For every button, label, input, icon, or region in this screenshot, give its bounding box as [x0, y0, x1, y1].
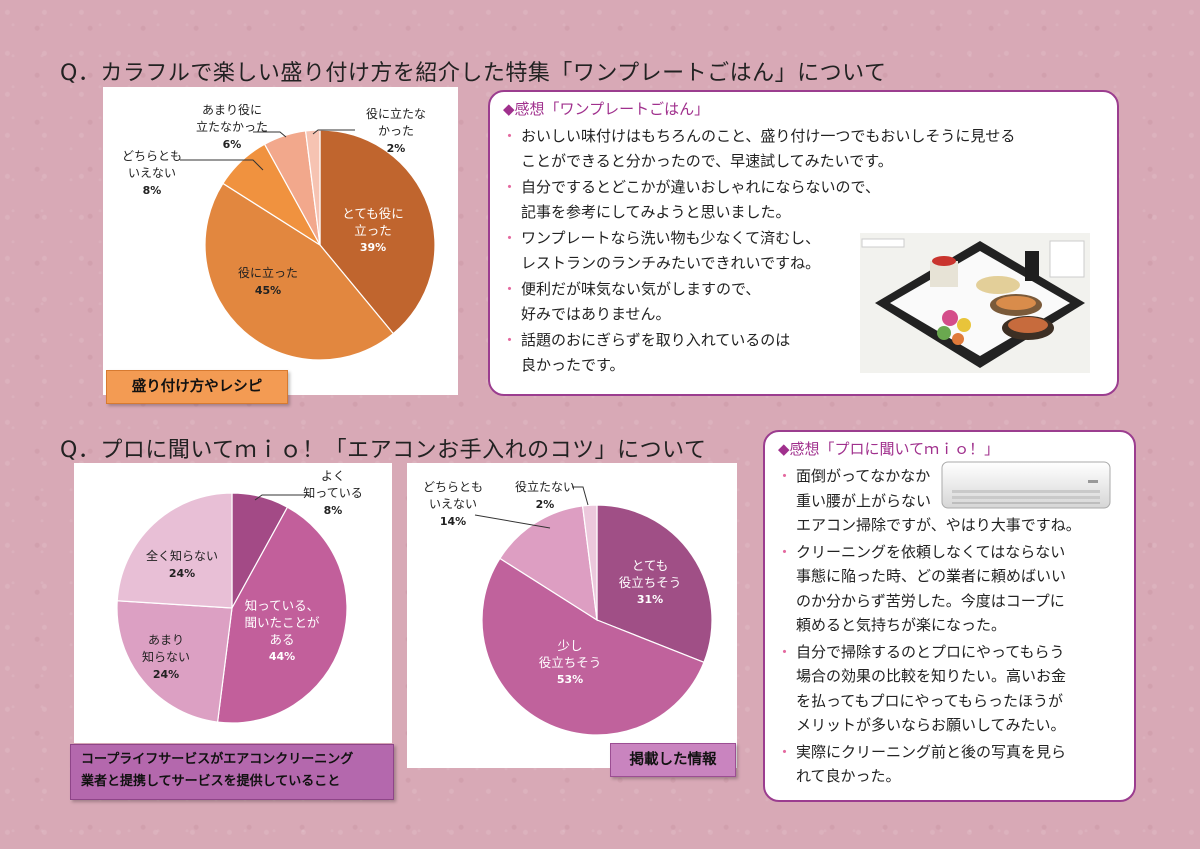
q3-pie-slice-3 [581, 504, 598, 621]
q1-comment-list: おいしい味付けはもちろんのこと、盛り付け一つでもおいしそうに見せることができると… [502, 124, 1105, 379]
q1-comment-1: 自分でするとどこかが違いおしゃれにならないので、記事を参考にしてみようと思いまし… [502, 175, 1105, 224]
q1-comment-2: ワンプレートなら洗い物も少なくて済むし、レストランのランチみたいできれいですね。 [502, 226, 1105, 275]
q2-comments-head: ◆感想「プロに聞いてｍｉｏ！」 [778, 440, 1000, 458]
q3-label-0: とても 役立ちそう 31% [618, 558, 682, 606]
leader-line-14pct [474, 514, 551, 529]
q2-pie-slice-2 [116, 600, 233, 723]
q1-label-2: どちらとも いえない 8% [121, 149, 182, 197]
q1-label-3: あまり役に 立たなかった 6% [195, 103, 268, 151]
q1-title: Q．カラフルで楽しい盛り付け方を紹介した特集「ワンプレートごはん」について [60, 61, 887, 86]
q2-comment-1: クリーニングを依頼しなくてはならない事態に陥った時、どの業者に頼めばいいのか分か… [777, 540, 1125, 638]
leader-line-2pct [312, 129, 355, 135]
q2-label-0: よく 知っている 8% [303, 469, 363, 517]
q1-label-0: とても役に 立った 39% [342, 206, 404, 254]
leader-line-6pct [253, 131, 287, 138]
q1-comment-3: 便利だが味気ない気がしますので、好みではありません。 [502, 277, 1105, 326]
q1-comment-0: おいしい味付けはもちろんのこと、盛り付け一つでもおいしそうに見せることができると… [502, 124, 1105, 173]
q3-pie-slice-0 [596, 504, 713, 664]
leader-line-8pct [180, 159, 264, 171]
q3-pie-slice-2 [499, 505, 598, 622]
q2-pie-slice-1 [216, 506, 348, 724]
q2-pie-slice-3 [116, 492, 233, 609]
q1-pie-slice-1 [204, 182, 395, 361]
q3-label-3: 役立たない 2% [514, 480, 575, 511]
q3-label-1: 少し 役立ちそう 53% [538, 638, 602, 686]
q1-pie-slice-0 [319, 129, 436, 335]
q2-title: Q．プロに聞いてｍｉｏ！「エアコンお手入れのコツ」について [60, 438, 707, 463]
q1-tag: 盛り付け方やレシピ [106, 370, 288, 404]
leader-line-2pct-q2 [572, 486, 589, 506]
q3-label-2: どちらとも いえない 14% [422, 480, 483, 528]
q2-label-2: あまり 知らない 24% [141, 633, 190, 681]
food-photo [860, 233, 1090, 373]
q1-label-1: 役に立った 45% [237, 266, 298, 297]
leader-line-8pct-q2 [254, 494, 310, 501]
q2-tag-left: コープライフサービスがエアコンクリーニング 業者と提携してサービスを提供しているこ… [70, 744, 394, 800]
q2-tag-right: 掲載した情報 [610, 743, 736, 777]
q2-comment-2: 自分で掃除するのとプロにやってもらう場合の効果の比較を知りたい。高いお金を払って… [777, 640, 1125, 738]
q1-label-4: 役に立たな かった 2% [365, 107, 426, 155]
q3-pie-slice-1 [481, 557, 705, 736]
q2-label-1: 知っている、 聞いたことが ある 44% [244, 598, 320, 663]
q1-comments-head: ◆感想「ワンプレートごはん」 [503, 100, 710, 118]
q2-label-3: 全く知らない 24% [145, 549, 218, 580]
